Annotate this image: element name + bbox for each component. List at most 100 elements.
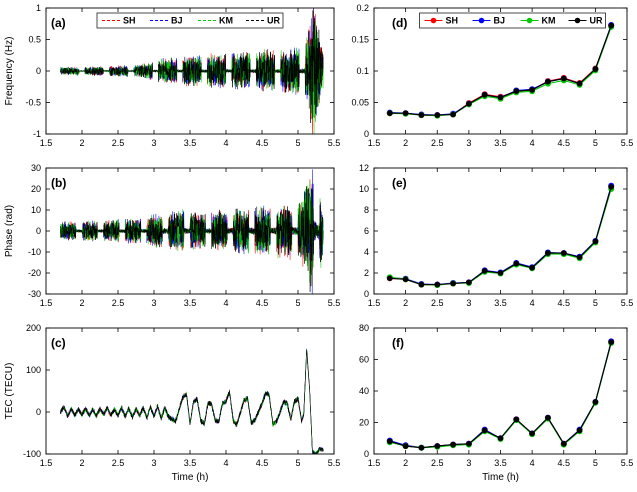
y-tick-label: 0.05 bbox=[351, 98, 369, 108]
series-ur-marker bbox=[434, 112, 441, 118]
x-tick-label: 5 bbox=[295, 458, 300, 468]
x-tick-label: 3.5 bbox=[184, 458, 197, 468]
x-tick-label: 2.5 bbox=[112, 138, 125, 148]
panel-e: 1.5 2 2.5 3 3.5 4 4.5 5 5.5 0 2 4 6 8 10 12 (e) bbox=[359, 163, 633, 308]
x-tick-label: 2.5 bbox=[431, 138, 444, 148]
legend-label-sh: SH bbox=[123, 16, 136, 26]
x-tick-label: 4 bbox=[530, 138, 535, 148]
axes-ticks-d: 1.5 2 2.5 3 3.5 4 4.5 5 5.5 0 0.05 0.1 0.15 0.2 bbox=[351, 3, 633, 148]
panel-label-b: (b) bbox=[51, 176, 66, 190]
x-tick-label: 5.5 bbox=[621, 298, 634, 308]
x-tick-label: 2.5 bbox=[112, 298, 125, 308]
series-ur-marker bbox=[545, 78, 551, 85]
panel-d: 1.5 2 2.5 3 3.5 4 4.5 5 5.5 0 0.05 0.1 0.15 0.2 (d) SH B… bbox=[351, 3, 633, 148]
y-tick-label: 8 bbox=[364, 205, 369, 215]
y-tick-label: 30 bbox=[31, 163, 41, 173]
panel-a: 1.5 2 2.5 3 3.5 4 4.5 5 5.5 -1 -0.5 0 0.5 1 (a) SH BJ KM U… bbox=[4, 3, 340, 148]
y-tick-label: 0 bbox=[36, 407, 41, 417]
series-ur-marker bbox=[592, 238, 599, 245]
x-tick-label: 5 bbox=[593, 138, 598, 148]
axes-box-a bbox=[45, 7, 335, 135]
x-tick-label: 4.5 bbox=[557, 138, 570, 148]
legend-box bbox=[419, 12, 606, 29]
x-tick-label: 4.5 bbox=[557, 458, 570, 468]
x-tick-label: 5.5 bbox=[621, 138, 634, 148]
series-ur-marker bbox=[481, 92, 488, 98]
series-ur-marker bbox=[481, 268, 488, 274]
series-ur-marker bbox=[402, 110, 409, 116]
series-ur-marker bbox=[545, 415, 551, 421]
legend-d: SH BJ KM UR bbox=[419, 12, 606, 29]
legend-label-km: KM bbox=[219, 16, 233, 26]
series-ur-marker bbox=[387, 275, 393, 282]
series-ur-marker bbox=[450, 441, 456, 448]
x-tick-label: 3 bbox=[466, 298, 471, 308]
x-tick-label: 1.5 bbox=[40, 138, 53, 148]
series-ur-marker bbox=[592, 399, 599, 405]
series-ur-line bbox=[60, 10, 324, 123]
series-ur-marker bbox=[529, 430, 535, 437]
series-group-e bbox=[386, 182, 615, 289]
axes-box-b bbox=[45, 167, 335, 295]
y-tick-label: -20 bbox=[28, 268, 41, 278]
legend-label-ur: UR bbox=[267, 16, 280, 26]
legend-marker-km bbox=[526, 17, 533, 24]
y-tick-label: 0.1 bbox=[356, 66, 369, 76]
x-tick-label: 3.5 bbox=[494, 458, 507, 468]
x-tick-label: 1.5 bbox=[40, 298, 53, 308]
series-ur-marker bbox=[450, 111, 456, 118]
y-tick-label: -30 bbox=[28, 289, 41, 299]
legend-marker-ur bbox=[574, 17, 581, 24]
x-tick-label: 2.5 bbox=[431, 458, 444, 468]
x-tick-label: 3.5 bbox=[184, 298, 197, 308]
series-ur-marker bbox=[497, 435, 504, 442]
y-tick-label: 100 bbox=[26, 365, 41, 375]
legend-label-km: KM bbox=[542, 16, 556, 26]
series-ur-marker bbox=[481, 427, 488, 434]
series-ur-marker bbox=[466, 279, 472, 286]
y-tick-label: 0.15 bbox=[351, 35, 369, 45]
series-ur-marker bbox=[576, 254, 583, 261]
axes-box-d bbox=[373, 7, 628, 135]
series-ur-marker bbox=[387, 438, 393, 445]
series-ur-marker bbox=[529, 87, 535, 93]
y-tick-label: -100 bbox=[23, 449, 41, 459]
y-tick-label: 6 bbox=[364, 226, 369, 236]
axes-box-f bbox=[373, 327, 628, 455]
x-tick-label: 5.5 bbox=[328, 138, 341, 148]
y-tick-label: -1 bbox=[33, 129, 41, 139]
y-tick-label: 0.2 bbox=[356, 3, 369, 13]
x-axis-label-c: Time (h) bbox=[172, 472, 209, 483]
axes-ticks-b: 1.5 2 2.5 3 3.5 4 4.5 5 5.5 -30 -20 -10 0 10 20 30 bbox=[28, 163, 340, 308]
y-tick-label: 0.5 bbox=[28, 35, 41, 45]
panel-label-d: (d) bbox=[392, 16, 407, 30]
series-ur-marker bbox=[513, 416, 520, 423]
x-tick-label: 5.5 bbox=[621, 458, 634, 468]
x-tick-label: 5 bbox=[295, 138, 300, 148]
series-ur-marker bbox=[402, 276, 409, 283]
y-tick-label: 20 bbox=[359, 418, 369, 428]
series-ur-marker bbox=[418, 281, 425, 288]
x-tick-label: 3.5 bbox=[494, 298, 507, 308]
y-axis-label-c: TEC (TECU) bbox=[4, 363, 15, 420]
x-tick-label: 5 bbox=[593, 298, 598, 308]
x-tick-label: 2 bbox=[403, 458, 408, 468]
series-ur-marker bbox=[497, 270, 504, 276]
series-ur-marker bbox=[608, 339, 614, 346]
x-tick-label: 5 bbox=[593, 458, 598, 468]
legend-label-bj: BJ bbox=[171, 16, 183, 26]
series-ur-marker bbox=[545, 250, 551, 256]
series-group-b bbox=[60, 169, 324, 294]
y-tick-label: 0 bbox=[36, 66, 41, 76]
x-tick-label: 3 bbox=[151, 298, 156, 308]
panel-label-a: (a) bbox=[51, 16, 66, 30]
y-tick-label: 20 bbox=[31, 184, 41, 194]
series-ur-marker bbox=[576, 427, 583, 434]
y-tick-label: 200 bbox=[26, 323, 41, 333]
x-tick-label: 3 bbox=[151, 138, 156, 148]
x-tick-label: 4 bbox=[223, 138, 228, 148]
series-ur-marker bbox=[561, 441, 567, 447]
series-ur-marker bbox=[434, 443, 441, 449]
series-group-f bbox=[386, 338, 615, 451]
